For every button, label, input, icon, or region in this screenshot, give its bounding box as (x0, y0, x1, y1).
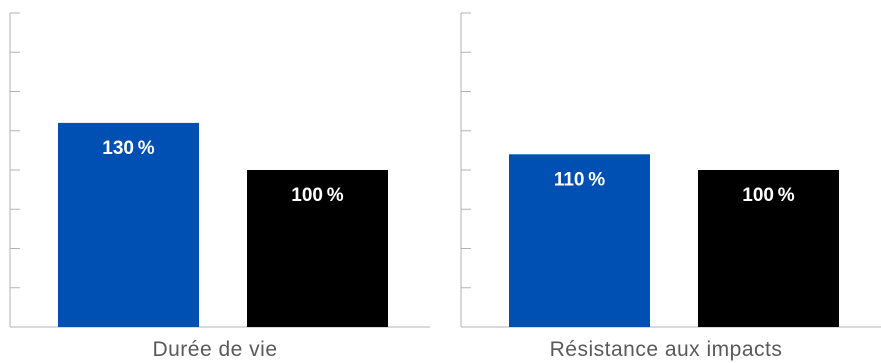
bar-lifespan-1 (58, 122, 199, 328)
chart-panel-lifespan: 130 % 100 % Durée de vie (0, 0, 430, 363)
bar-impact-resistance-1 (509, 154, 650, 327)
bar-lifespan-2 (247, 170, 388, 327)
x-axis-label-lifespan: Durée de vie (152, 338, 278, 361)
bar-value-label-impact-resistance-2: 100 % (742, 185, 795, 206)
chart-panel-impact-resistance: 110 % 100 % Résistance aux impacts (451, 0, 881, 363)
bar-impact-resistance-2 (698, 170, 839, 327)
chart-impact-resistance: 110 % 100 % (460, 12, 881, 328)
bar-value-label-lifespan-2: 100 % (291, 185, 344, 206)
bar-value-label-lifespan-1: 130 % (102, 138, 155, 159)
bar-value-label-impact-resistance-1: 110 % (554, 169, 605, 190)
x-axis-label-impact-resistance: Résistance aux impacts (549, 338, 783, 361)
chart-lifespan: 130 % 100 % (9, 12, 430, 328)
